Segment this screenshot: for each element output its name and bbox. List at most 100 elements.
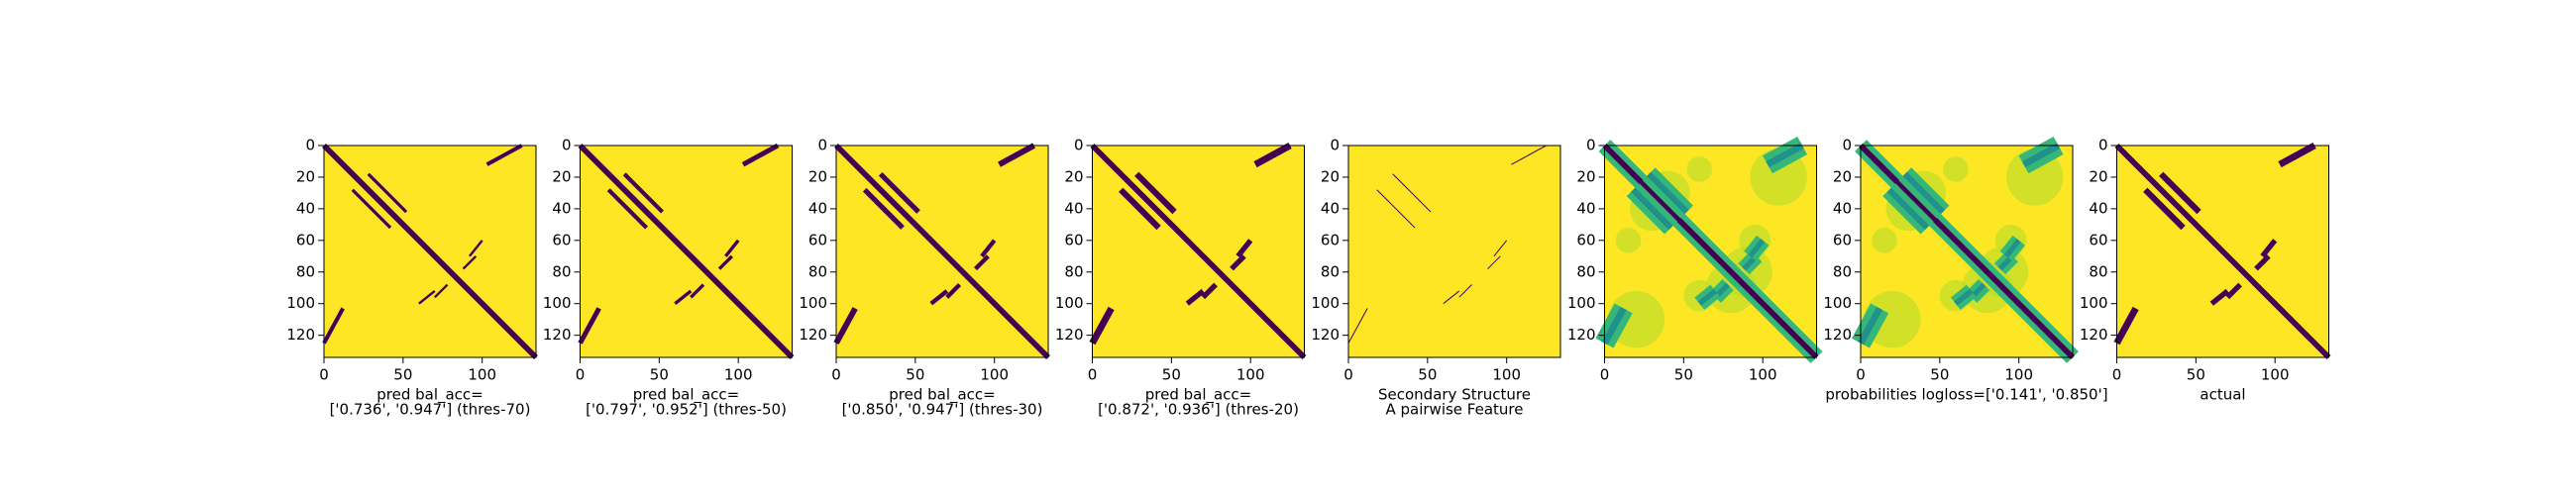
y-tick-label: 20 bbox=[2089, 167, 2107, 185]
y-tick-label: 0 bbox=[1586, 137, 1596, 154]
x-tick-label: 100 bbox=[2261, 366, 2290, 384]
y-tick-label: 0 bbox=[1074, 137, 1084, 154]
y-tick-label: 40 bbox=[1321, 199, 1340, 217]
heatmap-stripe bbox=[945, 283, 962, 299]
heatmap: 0 50 100 0 20 40 60 80 100 120 actual bbox=[2080, 137, 2331, 404]
x-axis-label: ['0.850', '0.947'] (thres-30) bbox=[842, 401, 1043, 419]
heatmap-stripe bbox=[351, 188, 392, 230]
x-axis-label: A pairwise Feature bbox=[1385, 401, 1523, 419]
heatmap-stripe bbox=[1631, 187, 1673, 231]
heatmap-stripe bbox=[1201, 282, 1218, 300]
heatmap-stripe bbox=[1487, 255, 1501, 269]
heatmap-stripe bbox=[2021, 142, 2061, 168]
x-tick-label: 0 bbox=[319, 366, 329, 384]
heatmap-background bbox=[1348, 146, 1560, 357]
heatmap: 0 50 100 0 20 40 60 80 100 120 pred bal_acc=['0.87… bbox=[1055, 137, 1307, 419]
heatmap-stripe bbox=[1089, 306, 1115, 346]
axes-frame bbox=[323, 145, 537, 358]
y-tick-label: 20 bbox=[1576, 167, 1595, 185]
y-tick-label: 80 bbox=[1064, 262, 1083, 280]
y-tick-label: 120 bbox=[1311, 326, 1340, 344]
heatmap-stripe bbox=[1185, 288, 1205, 306]
y-tick-label: 80 bbox=[1576, 262, 1595, 280]
heatmap-stripe bbox=[2278, 142, 2316, 168]
heatmap-stripe bbox=[1859, 144, 2075, 359]
x-axis-label: pred bal_acc= bbox=[376, 386, 483, 405]
heatmap-stripe bbox=[468, 240, 483, 257]
x-axis-label: probabilities logloss=['0.141', '0.850'] bbox=[1825, 386, 2107, 404]
heatmap-stripe bbox=[322, 307, 345, 345]
heatmap-stripe bbox=[1443, 290, 1460, 305]
axes-frame bbox=[1604, 145, 1817, 358]
heatmap-stripe bbox=[929, 289, 949, 306]
heatmap-stripe bbox=[1511, 145, 1547, 165]
heatmap-stripe bbox=[878, 171, 920, 214]
y-tick-label: 0 bbox=[562, 137, 572, 154]
heatmap-stripe bbox=[2113, 306, 2139, 346]
y-tick-label: 120 bbox=[1823, 326, 1852, 344]
heatmap-stripe bbox=[1602, 144, 1819, 359]
heatmap-blob bbox=[1872, 228, 1897, 253]
heatmap-stripe bbox=[724, 239, 740, 257]
y-tick-label: 40 bbox=[2089, 199, 2107, 217]
y-tick-label: 80 bbox=[552, 262, 571, 280]
heatmap-stripe bbox=[674, 289, 693, 306]
y-tick-label: 0 bbox=[305, 137, 315, 154]
y-tick-label: 120 bbox=[1567, 326, 1596, 344]
y-tick-label: 40 bbox=[1833, 199, 1852, 217]
heatmap-blob bbox=[1750, 148, 1807, 206]
heatmap-blob bbox=[1943, 156, 1969, 182]
y-tick-label: 20 bbox=[296, 167, 315, 185]
y-tick-label: 100 bbox=[1567, 294, 1596, 312]
x-tick-label: 100 bbox=[468, 366, 496, 384]
heatmap: 0 50 100 0 20 40 60 80 100 120 Secondary Structure… bbox=[1311, 137, 1561, 419]
heatmap-stripe bbox=[2209, 288, 2229, 306]
y-tick-label: 100 bbox=[286, 294, 315, 312]
x-tick-label: 100 bbox=[1236, 366, 1265, 384]
y-tick-label: 60 bbox=[1576, 231, 1595, 248]
heatmap-stripe bbox=[578, 307, 601, 345]
heatmap-stripe bbox=[1748, 239, 1766, 258]
y-tick-label: 80 bbox=[1321, 262, 1340, 280]
heatmap-stripe bbox=[690, 283, 705, 299]
heatmap-stripe bbox=[622, 172, 665, 214]
heatmap-stripe bbox=[1647, 171, 1689, 215]
y-tick-label: 60 bbox=[1833, 231, 1852, 248]
heatmap-stripe bbox=[1902, 171, 1946, 215]
heatmap-stripe bbox=[2254, 253, 2271, 271]
heatmap-stripe bbox=[367, 172, 408, 214]
heatmap-stripe bbox=[1857, 306, 1883, 346]
heatmap-stripe bbox=[1886, 187, 1930, 231]
y-tick-label: 60 bbox=[2089, 231, 2107, 248]
heatmap-stripe bbox=[2159, 171, 2201, 215]
y-tick-label: 120 bbox=[543, 326, 572, 344]
y-tick-label: 120 bbox=[799, 326, 827, 344]
x-tick-label: 0 bbox=[1343, 366, 1353, 384]
y-tick-label: 60 bbox=[1064, 231, 1083, 248]
y-tick-label: 40 bbox=[1064, 199, 1083, 217]
heatmap-blob bbox=[1607, 290, 1665, 348]
heatmap-stripe bbox=[833, 307, 858, 346]
heatmap-stripe bbox=[2114, 144, 2331, 359]
y-tick-label: 20 bbox=[1321, 167, 1340, 185]
heatmap-stripe bbox=[998, 143, 1036, 167]
heatmap-blob bbox=[2005, 148, 2064, 206]
x-tick-label: 50 bbox=[906, 366, 924, 384]
heatmap-blob bbox=[1615, 228, 1642, 253]
y-tick-label: 40 bbox=[808, 199, 827, 217]
x-tick-label: 50 bbox=[1418, 366, 1437, 384]
heatmap-stripe bbox=[2225, 282, 2242, 300]
x-tick-label: 0 bbox=[1856, 366, 1866, 384]
y-tick-label: 100 bbox=[799, 294, 827, 312]
heatmap-stripe bbox=[717, 254, 733, 270]
heatmap: 0 50 100 0 20 40 60 80 100 120 bbox=[1567, 137, 1823, 384]
axes-frame bbox=[2116, 145, 2329, 358]
x-tick-label: 50 bbox=[1930, 366, 1949, 384]
heatmap-stripe bbox=[578, 144, 795, 359]
heatmap: 0 50 100 0 20 40 60 80 100 120 pred bal_acc=['0.79… bbox=[543, 137, 795, 419]
y-tick-label: 40 bbox=[552, 199, 571, 217]
heatmap-stripe bbox=[606, 188, 649, 230]
heatmap-stripe bbox=[433, 283, 449, 299]
heatmap-blob bbox=[1864, 290, 1921, 348]
